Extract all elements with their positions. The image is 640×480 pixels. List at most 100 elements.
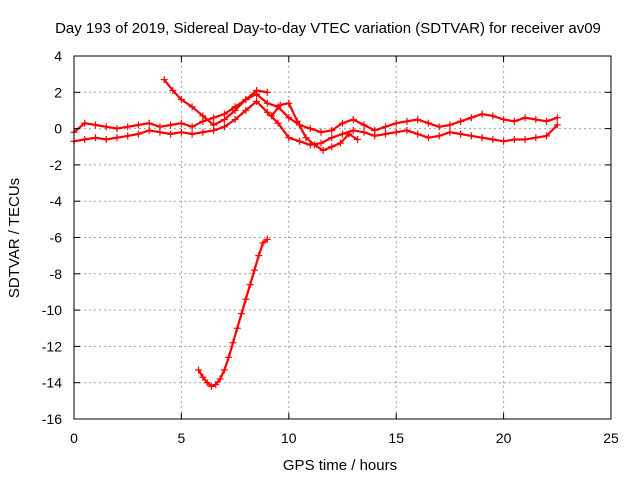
data-point [238,310,246,318]
data-point [317,128,325,136]
x-tick-label: 15 [388,430,404,446]
data-point [489,135,497,143]
data-point [188,123,196,131]
data-point [478,134,486,142]
data-point [253,86,261,94]
y-tick-labels: 4 2 0 -2 -4 -6 -8 -10 -12 -14 -16 [42,48,62,427]
data-point [553,114,561,122]
y-tick-label: -4 [50,193,63,209]
y-tick-label: -14 [42,375,62,391]
data-point [259,239,267,247]
data-point [216,375,224,383]
x-tick-labels: 0 5 10 15 20 25 [70,430,619,446]
data-point [371,132,379,140]
data-point [521,114,529,122]
data-point [242,96,250,104]
data-point [336,139,344,147]
data-point [233,324,241,332]
data-point [293,117,301,125]
data-point [467,114,475,122]
data-point [381,130,389,138]
data-point [188,103,196,111]
data-point [328,143,336,151]
data-point [414,116,422,124]
data-point [268,112,276,120]
data-point [500,137,508,145]
data-point [231,116,239,124]
data-point [403,126,411,134]
data-point [414,130,422,138]
data-point [225,353,233,361]
data-point [91,134,99,142]
y-tick-label: 4 [54,48,62,64]
data-point [246,281,254,289]
data-point [392,119,400,127]
data-point [263,88,271,96]
x-tick-label: 20 [496,430,512,446]
x-axis-title: GPS time / hours [283,457,397,474]
data-point [207,382,215,390]
data-point [457,130,465,138]
y-tick-label: -16 [42,411,62,427]
data-point [543,132,551,140]
data-point [102,123,110,131]
data-point [360,128,368,136]
data-point [177,128,185,136]
data-point [263,108,271,116]
data-point [177,96,185,104]
data-point [195,366,203,374]
data-point [203,379,211,387]
data-point [113,134,121,142]
data-point [113,125,121,133]
data-point [274,119,282,127]
x-tick-label: 25 [603,430,619,446]
data-point [328,134,336,142]
data-point [220,123,228,131]
data-point [319,146,327,154]
y-tick-label: -10 [42,302,62,318]
y-axis-title: SDTVAR / TECUs [6,178,23,298]
x-tick-label: 0 [70,430,78,446]
tick-marks [73,55,612,420]
data-point [156,128,164,136]
data-point [199,112,207,120]
data-point [91,121,99,129]
data-point [457,117,465,125]
data-point [489,112,497,120]
data-point [199,128,207,136]
y-tick-label: -8 [50,266,63,282]
data-point [276,101,284,109]
grid [74,56,611,419]
data-point [177,119,185,127]
data-point [253,97,261,105]
chart-title: Day 193 of 2019, Sidereal Day-to-day VTE… [55,20,601,37]
data-point [478,110,486,118]
data-point [220,366,228,374]
data-point [134,121,142,129]
data-point [145,119,153,127]
data-point [424,134,432,142]
data-point [349,116,357,124]
data-point [339,119,346,127]
data-point [317,139,325,147]
data-point [263,99,271,107]
data-point [285,114,293,122]
data-point [167,121,175,129]
data-point [532,116,540,124]
data-point [229,339,237,347]
data-point [124,132,132,140]
y-tick-label: -2 [50,157,63,173]
data-point [285,99,293,107]
y-tick-label: 2 [54,84,62,100]
data-point [285,134,293,142]
y-tick-label: 0 [54,121,62,137]
y-tick-label: -6 [50,230,63,246]
data-point [220,116,228,124]
data-point [403,117,411,125]
series-line [197,238,269,388]
data-point [360,121,368,129]
data-point [242,295,250,303]
data-point [354,135,362,143]
data-point [212,381,220,389]
